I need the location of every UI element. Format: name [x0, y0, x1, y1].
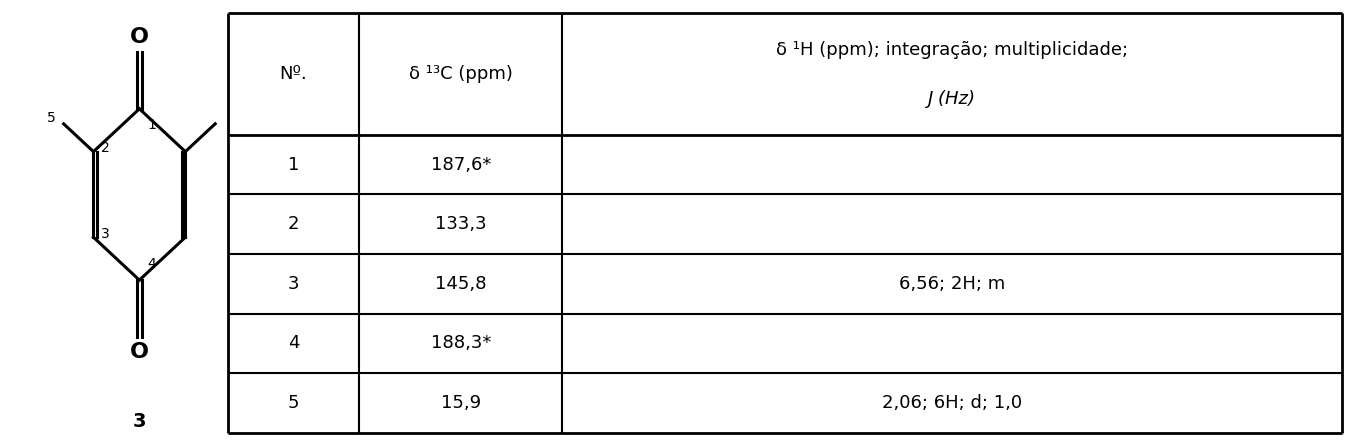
Text: 5: 5 [287, 394, 300, 412]
Text: 1: 1 [287, 156, 300, 174]
Text: O: O [130, 27, 149, 47]
Text: 2: 2 [287, 215, 300, 233]
Text: δ ¹³C (ppm): δ ¹³C (ppm) [408, 65, 513, 83]
Text: 4: 4 [148, 257, 156, 271]
Text: 145,8: 145,8 [435, 275, 487, 293]
Text: 187,6*: 187,6* [431, 156, 491, 174]
Text: O: O [130, 342, 149, 362]
Text: 3: 3 [287, 275, 300, 293]
Text: 133,3: 133,3 [435, 215, 487, 233]
Text: δ ¹H (ppm); integração; multiplicidade;: δ ¹H (ppm); integração; multiplicidade; [776, 41, 1128, 58]
Text: 3: 3 [102, 227, 110, 241]
Text: 2,06; 6H; d; 1,0: 2,06; 6H; d; 1,0 [883, 394, 1022, 412]
Text: 1: 1 [146, 118, 156, 132]
Text: 188,3*: 188,3* [431, 334, 491, 352]
Text: J (Hz): J (Hz) [929, 90, 976, 107]
Text: 4: 4 [287, 334, 300, 352]
Text: Nº.: Nº. [279, 65, 308, 83]
Text: 15,9: 15,9 [441, 394, 481, 412]
Text: 5: 5 [47, 112, 56, 125]
Text: 3: 3 [133, 412, 146, 430]
Text: 6,56; 2H; m: 6,56; 2H; m [899, 275, 1005, 293]
Text: 2: 2 [102, 141, 110, 155]
